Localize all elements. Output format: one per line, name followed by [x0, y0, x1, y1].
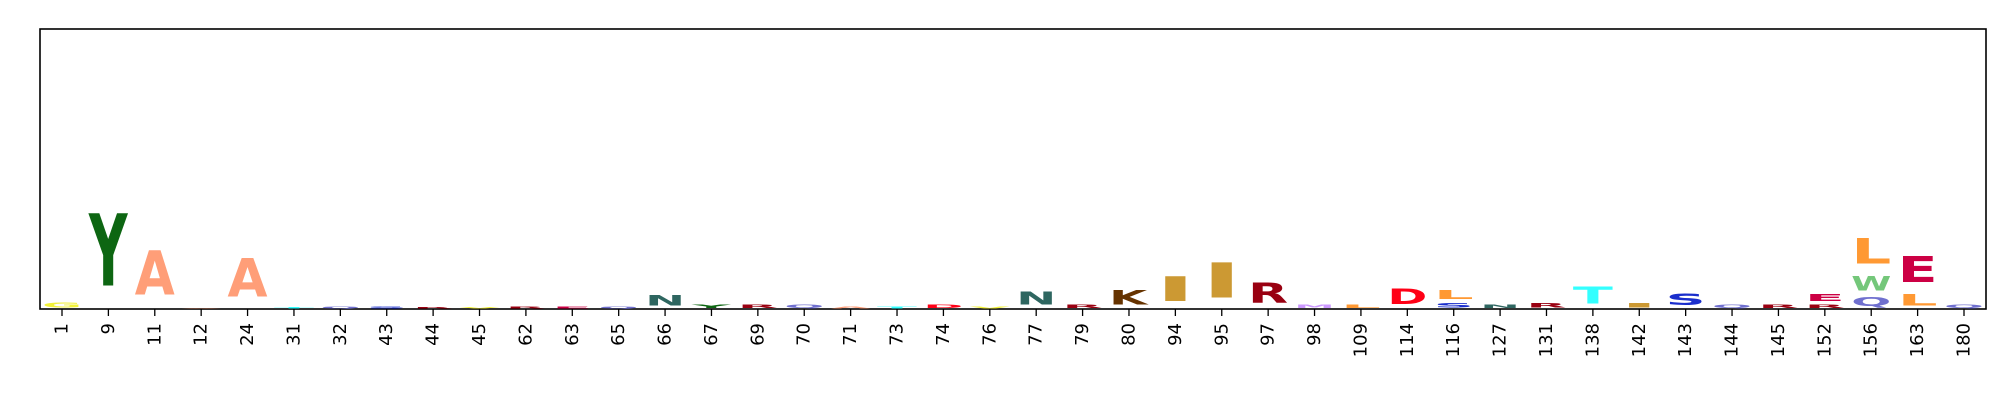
- logo-letter: W: [1851, 272, 1891, 295]
- x-tick-label: 109: [1350, 323, 1371, 357]
- x-tick-label: 76: [979, 323, 1000, 346]
- x-tick-label: 65: [608, 323, 629, 346]
- logo-letter: Q: [599, 306, 639, 309]
- logo-letter: M: [1295, 303, 1335, 309]
- x-tick-label: 1: [52, 323, 73, 334]
- logo-letter: I: [1202, 253, 1242, 309]
- x-tick-label: 127: [1490, 323, 1511, 357]
- logo-letter: Q: [1712, 303, 1752, 309]
- x-tick-label: 152: [1814, 323, 1835, 357]
- x-tick-label: 142: [1629, 323, 1650, 357]
- x-tick-label: 12: [191, 323, 212, 346]
- x-tick-label: 62: [515, 323, 536, 346]
- x-tick-label: 145: [1768, 323, 1789, 357]
- logo-letter: N: [1016, 288, 1056, 309]
- x-tick-label: 63: [562, 323, 583, 346]
- x-tick-label: 79: [1072, 323, 1093, 346]
- logo-letter: I: [1155, 270, 1195, 309]
- x-tick-label: 94: [1165, 323, 1186, 346]
- x-tick-label: 163: [1907, 323, 1928, 357]
- x-tick-label: 156: [1861, 323, 1882, 357]
- x-tick-label: 143: [1675, 323, 1696, 357]
- x-tick-label: 9: [98, 323, 119, 334]
- logo-letter: S: [367, 306, 407, 309]
- logo-letter: N: [1480, 304, 1520, 309]
- x-tick-label: 77: [1026, 323, 1047, 346]
- logo-letter: R: [413, 307, 453, 309]
- logo-letter: R: [738, 303, 778, 309]
- logo-letters: G Y A A A T Q S R V R E Q N Y R Q A T D V N R K I I R M L D SLN R T I S Q R R…: [42, 193, 1984, 309]
- logo-letter: E: [1805, 292, 1845, 303]
- logo-letter: A: [228, 249, 269, 310]
- logo-letter: R: [1805, 303, 1845, 309]
- x-tick-label: 71: [840, 323, 861, 346]
- logo-letter: L: [1434, 288, 1474, 302]
- x-tick-label: 43: [376, 323, 397, 346]
- logo-letter: R: [1758, 303, 1798, 309]
- x-tick-label: 44: [423, 323, 444, 346]
- logo-letter: L: [1898, 291, 1938, 309]
- logo-letter: G: [42, 301, 82, 309]
- logo-letter: T: [274, 307, 315, 309]
- logo-letter: Q: [1851, 295, 1891, 309]
- x-tick-label: 180: [1954, 323, 1975, 357]
- logo-letter: V: [970, 306, 1011, 310]
- logo-letter: A: [181, 308, 222, 309]
- x-tick-label: 45: [469, 323, 490, 346]
- logo-letter: D: [1387, 284, 1427, 309]
- x-tick-label: 131: [1536, 323, 1557, 357]
- x-tick-label: 114: [1397, 323, 1418, 357]
- x-tick-label: 24: [237, 323, 258, 346]
- logo-letter: K: [1109, 287, 1150, 309]
- x-tick-label: 138: [1582, 323, 1603, 357]
- logo-letter: L: [1341, 304, 1381, 309]
- logo-letter: Y: [691, 303, 732, 309]
- plot-frame: [39, 28, 1987, 310]
- x-tick-label: 95: [1211, 323, 1232, 346]
- logo-letter: T: [1573, 283, 1614, 309]
- logo-letter: R: [1526, 302, 1566, 309]
- logo-letter: I: [1619, 302, 1659, 309]
- x-tick-label: 74: [933, 323, 954, 346]
- logo-letter: R: [1063, 303, 1103, 309]
- logo-letter: Y: [88, 193, 128, 309]
- x-axis-tick-labels: 1 9 11 12 24 31 32 43 44 45 62 63 65 66 67 69 70 71 73 74 76…: [52, 323, 1975, 357]
- logo-letter: L: [1851, 231, 1891, 271]
- logo-letter: A: [135, 239, 175, 309]
- x-tick-label: 11: [144, 323, 165, 346]
- x-tick-label: 98: [1304, 323, 1325, 346]
- x-tick-label: 80: [1118, 323, 1139, 346]
- x-tick-label: 67: [701, 323, 722, 346]
- logo-letter: D: [923, 304, 963, 309]
- logo-letter: S: [1434, 302, 1474, 309]
- logo-letter: N: [645, 293, 685, 310]
- x-tick-label: 69: [747, 323, 768, 346]
- x-tick-label: 70: [794, 323, 815, 346]
- x-axis-ticks: [61, 309, 1965, 316]
- logo-letter: A: [831, 306, 872, 310]
- logo-letter: R: [506, 306, 546, 309]
- logo-letter: Q: [784, 304, 824, 309]
- logo-letter: Q: [320, 306, 360, 309]
- x-tick-label: 97: [1258, 323, 1279, 346]
- logo-letter: S: [1666, 290, 1706, 309]
- x-tick-label: 73: [887, 323, 908, 346]
- x-tick-label: 116: [1443, 323, 1464, 357]
- logo-letter: Q: [1944, 303, 1984, 309]
- logo-letter: E: [1898, 250, 1938, 291]
- x-tick-label: 144: [1722, 323, 1743, 357]
- x-tick-label: 66: [655, 323, 676, 346]
- x-tick-label: 31: [283, 323, 304, 346]
- x-tick-label: 32: [330, 323, 351, 346]
- logo-letter: E: [552, 306, 592, 309]
- logo-letter: R: [1248, 277, 1288, 309]
- logo-letter: V: [460, 307, 501, 309]
- logo-letter: T: [877, 305, 918, 309]
